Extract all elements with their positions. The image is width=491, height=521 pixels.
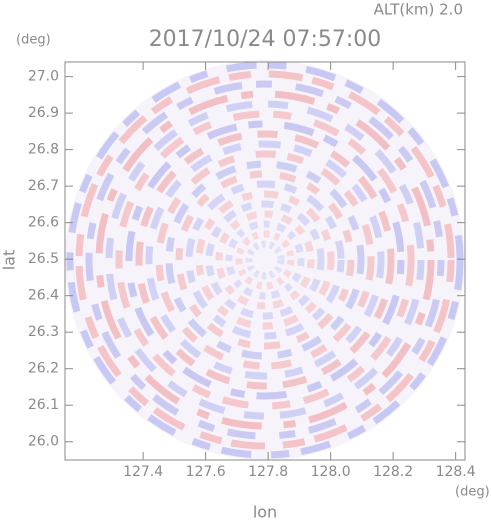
y-tick-label: 27.0	[28, 69, 59, 85]
y-tick-label: 26.0	[28, 434, 59, 450]
y-tick-label: 26.3	[28, 324, 59, 340]
y-axis-label: lat	[0, 250, 19, 271]
y-tick-label: 26.1	[28, 397, 59, 413]
y-tick-label: 26.2	[28, 361, 59, 377]
chart-title: 2017/10/24 07:57:00	[149, 27, 382, 52]
x-tick-label: 128.4	[436, 464, 476, 480]
y-tick-label: 26.4	[28, 288, 59, 304]
x-tick-label: 127.6	[186, 464, 226, 480]
x-unit: (deg)	[455, 485, 490, 500]
x-tick-label: 128.2	[373, 464, 413, 480]
x-tick-label: 128.0	[311, 464, 351, 480]
y-tick-label: 26.8	[28, 142, 59, 158]
altitude-label: ALT(km) 2.0	[374, 1, 463, 19]
plot-frame	[64, 61, 466, 461]
y-tick-label: 26.9	[28, 105, 59, 121]
y-tick-label: 26.7	[28, 178, 59, 194]
x-tick-label: 127.4	[123, 464, 163, 480]
x-axis-label: lon	[253, 503, 277, 521]
y-tick-label: 26.5	[28, 251, 59, 267]
x-tick-label: 127.8	[248, 464, 288, 480]
y-tick-label: 26.6	[28, 215, 59, 231]
y-unit: (deg)	[16, 33, 51, 48]
radar-field	[65, 60, 465, 460]
